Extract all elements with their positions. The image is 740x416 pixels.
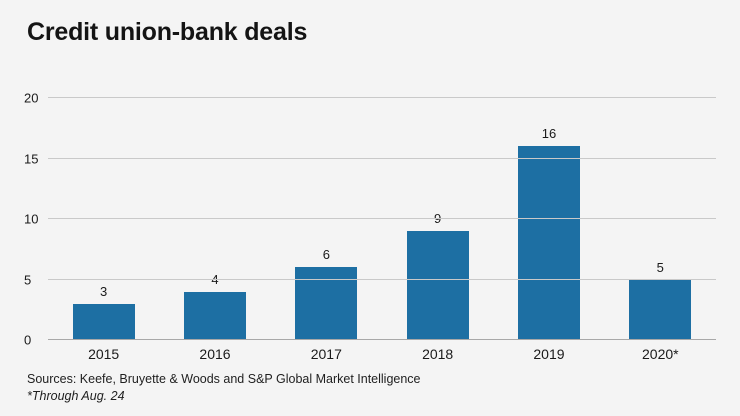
bar-value-label: 6 (322, 247, 330, 263)
x-axis: 2015 2016 2017 2018 2019 2020* (48, 346, 716, 362)
x-tick-label: 2018 (422, 346, 454, 362)
bar-group: 16 (493, 98, 604, 340)
chart-title: Credit union-bank deals (27, 18, 308, 46)
bar: 4 (183, 273, 246, 340)
gridline (48, 218, 716, 219)
x-tick-label: 2017 (310, 346, 342, 362)
bar-value-label: 5 (656, 259, 664, 275)
bar-group: 6 (271, 98, 382, 340)
bar-group: 9 (382, 98, 493, 340)
bar: 6 (295, 248, 358, 340)
x-tick-label: 2015 (88, 346, 120, 362)
bars-container: 3 4 6 9 16 5 (48, 98, 716, 340)
gridline (48, 339, 716, 340)
bar-value-label: 16 (541, 126, 557, 142)
bar: 5 (629, 261, 692, 340)
gridline (48, 97, 716, 98)
x-tick-label: 2016 (199, 346, 231, 362)
bar: 16 (517, 127, 580, 340)
x-tick-label: 2019 (533, 346, 565, 362)
footnote: *Through Aug. 24 (27, 389, 125, 403)
x-tick-label: 2020* (642, 346, 679, 362)
y-tick-label: 15 (24, 151, 39, 166)
bar-value-label: 3 (100, 283, 108, 299)
y-tick-label: 0 (24, 332, 32, 348)
bar: 3 (72, 285, 135, 340)
plot-area: 3 4 6 9 16 5 0 5 10 15 20 (24, 92, 716, 347)
bar: 9 (406, 212, 469, 340)
y-tick-label: 5 (24, 272, 32, 287)
y-tick-label: 10 (24, 211, 39, 227)
bar-group: 3 (48, 98, 159, 340)
gridline (48, 157, 716, 159)
gridline (48, 278, 716, 280)
y-tick-label: 20 (24, 90, 39, 106)
bar-group: 5 (605, 98, 716, 340)
bar-group: 4 (159, 98, 270, 340)
source-line: Sources: Keefe, Bruyette & Woods and S&P… (27, 372, 421, 386)
